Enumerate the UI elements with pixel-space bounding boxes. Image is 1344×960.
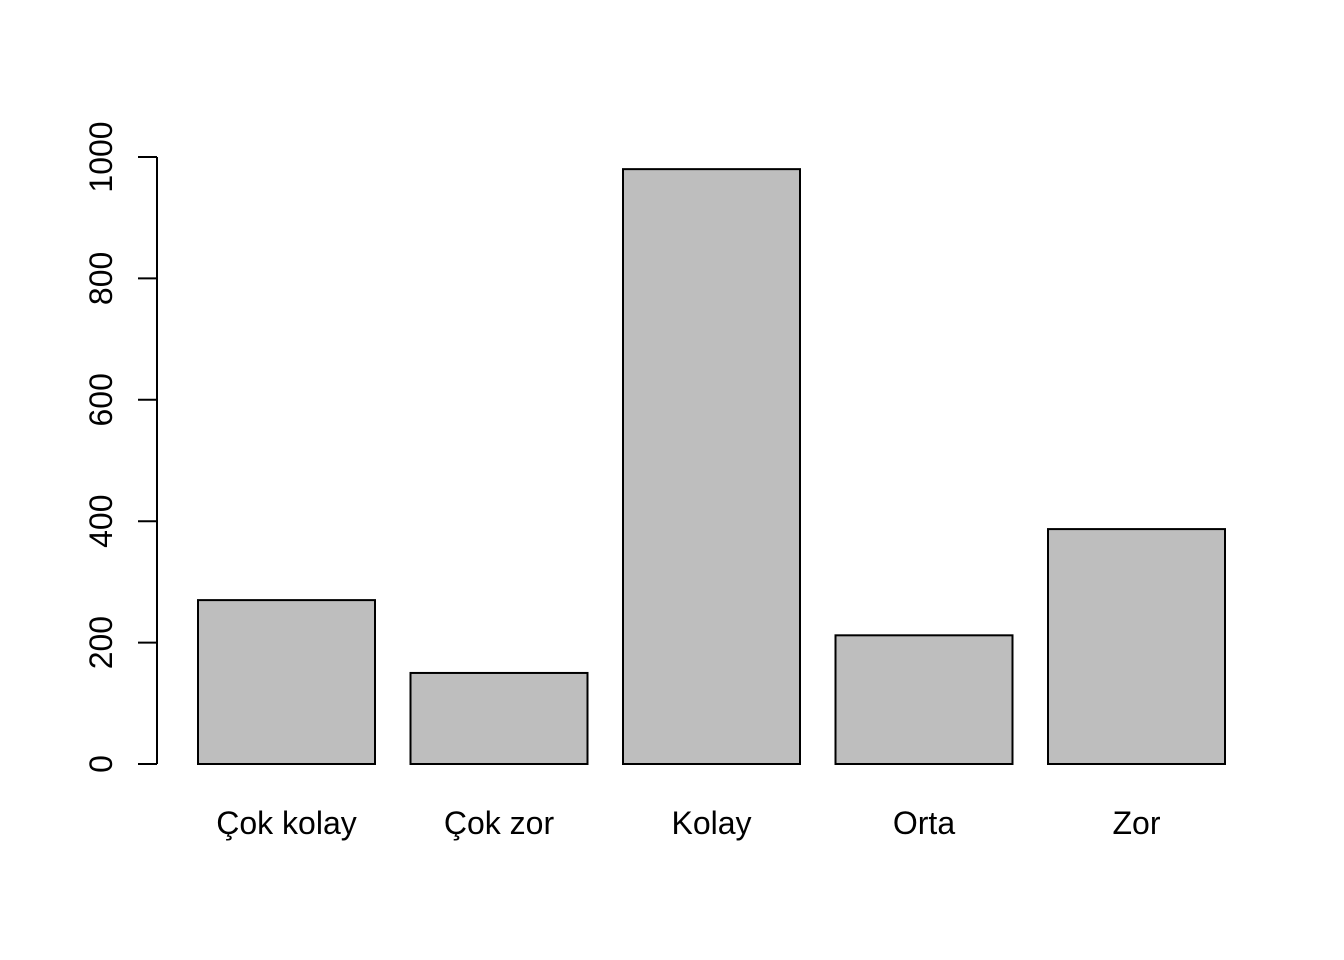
y-tick-label-1: 200 xyxy=(83,616,119,669)
category-label-0: Çok kolay xyxy=(216,805,357,841)
y-axis: 0 200 400 600 800 1000 xyxy=(83,121,158,773)
bar-1 xyxy=(409,671,589,766)
bar-4 xyxy=(1047,528,1226,765)
category-label-3: Orta xyxy=(893,805,955,841)
bars-group xyxy=(197,168,1226,766)
category-label-4: Zor xyxy=(1113,805,1161,841)
x-axis-labels: Çok kolay Çok zor Kolay Orta Zor xyxy=(216,805,1161,841)
category-label-2: Kolay xyxy=(671,805,751,841)
y-tick-label-2: 400 xyxy=(83,495,119,548)
bar-2 xyxy=(622,168,801,765)
y-tick-label-0: 0 xyxy=(83,755,119,773)
category-label-1: Çok zor xyxy=(444,805,555,841)
bar-0 xyxy=(197,599,376,765)
y-tick-label-3: 600 xyxy=(83,373,119,426)
y-tick-label-5: 1000 xyxy=(83,121,119,192)
y-tick-label-4: 800 xyxy=(83,252,119,305)
bar-3 xyxy=(834,634,1014,765)
